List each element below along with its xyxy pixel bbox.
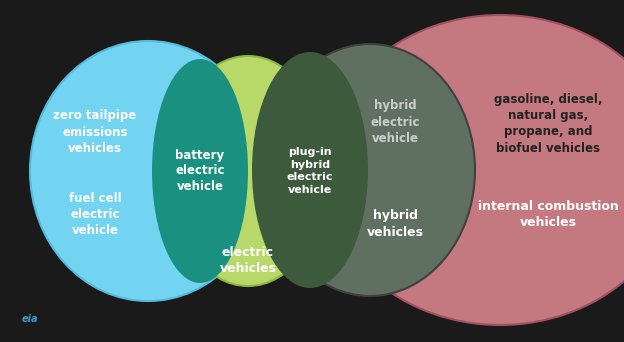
Text: hybrid
vehicles: hybrid vehicles [366, 210, 424, 238]
Ellipse shape [152, 59, 248, 283]
Text: electric
vehicles: electric vehicles [220, 246, 276, 275]
Text: battery
electric
vehicle: battery electric vehicle [175, 148, 225, 194]
Text: zero tailpipe
emissions
vehicles: zero tailpipe emissions vehicles [54, 109, 137, 155]
Text: plug-in
hybrid
electric
vehicle: plug-in hybrid electric vehicle [287, 147, 333, 195]
Ellipse shape [168, 56, 328, 286]
Ellipse shape [265, 44, 475, 296]
Text: hybrid
electric
vehicle: hybrid electric vehicle [370, 100, 420, 145]
Text: internal combustion
vehicles: internal combustion vehicles [477, 199, 618, 228]
Ellipse shape [30, 41, 266, 301]
Text: fuel cell
electric
vehicle: fuel cell electric vehicle [69, 192, 121, 237]
Text: gasoline, diesel,
natural gas,
propane, and
biofuel vehicles: gasoline, diesel, natural gas, propane, … [494, 93, 602, 155]
Ellipse shape [322, 15, 624, 325]
Ellipse shape [252, 52, 368, 288]
Text: eia: eia [22, 314, 39, 324]
